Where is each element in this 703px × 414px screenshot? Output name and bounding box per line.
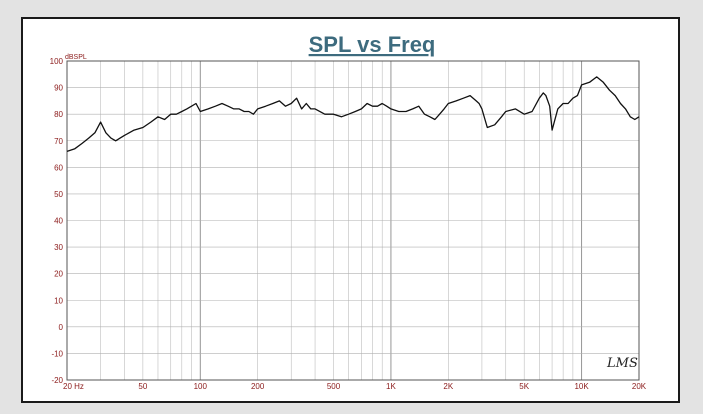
y-tick-label: 30 [54,243,63,252]
y-tick-label: 20 [54,270,63,279]
x-tick-label: 100 [194,382,208,391]
x-tick-label: 10K [574,382,589,391]
y-tick-label: 50 [54,190,63,199]
x-tick-label: 1K [386,382,396,391]
y-tick-label: 100 [50,57,64,66]
y-tick-label: 40 [54,217,63,226]
y-tick-labels: -20 -10 0 10 20 30 40 50 60 70 80 90 100 [50,57,64,385]
x-tick-label: 20 Hz [63,382,84,391]
grid-major [67,60,639,381]
y-axis-unit-label: dBSPL [65,54,87,61]
x-tick-label: 500 [327,382,341,391]
chart: SPL vs Freq dBSPL -20 -10 0 10 20 30 40 50 60 70 8… [50,32,647,391]
chart-frame: SPL vs Freq dBSPL -20 -10 0 10 20 30 40 50 60 70 8… [21,17,680,403]
y-tick-label: 80 [54,110,63,119]
chart-title: SPL vs Freq [309,32,436,57]
y-tick-label: 60 [54,163,63,172]
y-tick-label: 90 [54,84,63,93]
x-tick-label: 5K [519,382,529,391]
series-line [66,76,640,153]
y-tick-label: -20 [51,376,63,385]
lms-logo: LMS [606,356,638,371]
x-tick-label: 2K [443,382,453,391]
x-tick-label: 20K [632,382,647,391]
y-tick-label: 70 [54,137,63,146]
y-tick-label: -10 [51,349,63,358]
x-tick-labels: 20 Hz 50 100 200 500 1K 2K 5K 10K 20K [63,382,647,391]
x-tick-label: 200 [251,382,265,391]
y-tick-label: 0 [59,323,64,332]
plot-border [66,60,640,381]
x-tick-label: 50 [138,382,147,391]
y-tick-label: 10 [54,296,63,305]
